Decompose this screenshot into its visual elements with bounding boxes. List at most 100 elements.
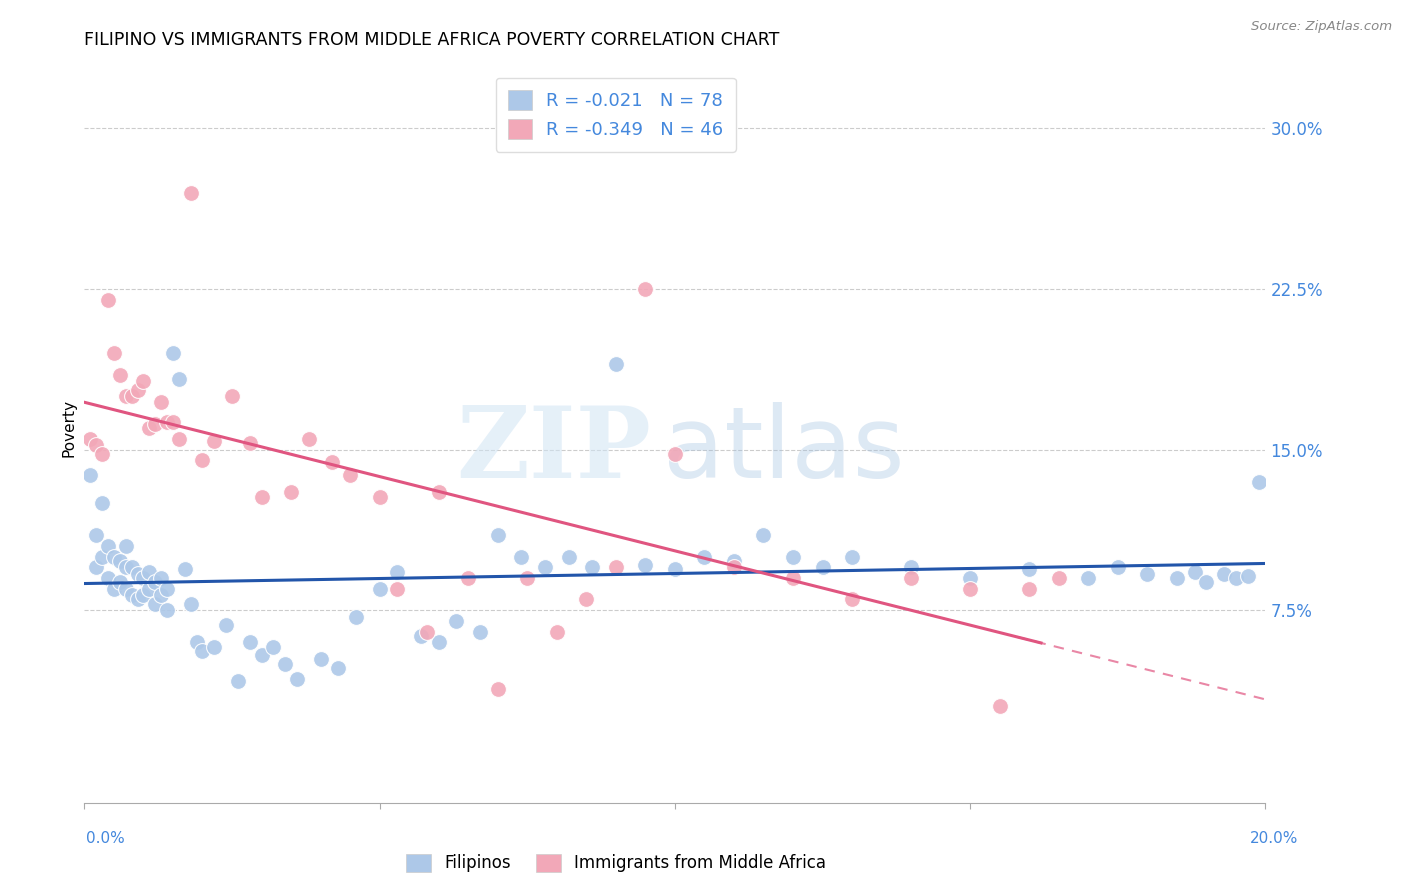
Point [156,415,179,429]
Point [546,624,568,639]
Point [173,562,195,576]
Point [91,496,114,510]
Point [1236,569,1258,583]
Point [91,447,114,461]
Point [605,357,627,371]
Text: atlas: atlas [664,402,904,500]
Point [634,282,657,296]
Point [280,485,302,500]
Point [127,383,149,397]
Text: 20.0%: 20.0% [1250,831,1298,846]
Point [752,528,775,542]
Point [150,395,173,409]
Point [1213,566,1236,581]
Point [138,565,160,579]
Point [1018,582,1040,596]
Point [156,603,179,617]
Point [202,640,225,654]
Point [298,432,321,446]
Text: Source: ZipAtlas.com: Source: ZipAtlas.com [1251,20,1392,33]
Point [468,624,491,639]
Point [446,614,468,628]
Point [127,592,149,607]
Point [1047,571,1070,585]
Point [262,640,284,654]
Point [103,549,125,564]
Point [1107,560,1129,574]
Point [121,588,143,602]
Point [575,592,598,607]
Point [409,629,432,643]
Point [114,389,136,403]
Point [138,582,160,596]
Point [664,562,686,576]
Point [167,432,190,446]
Point [221,389,243,403]
Point [486,682,509,697]
Point [605,560,627,574]
Point [959,582,981,596]
Point [344,609,367,624]
Point [121,560,143,574]
Point [1136,566,1159,581]
Point [557,549,579,564]
Point [1018,562,1040,576]
Point [516,571,538,585]
Point [108,575,131,590]
Point [664,447,686,461]
Point [534,560,557,574]
Point [103,582,125,596]
Text: 0.0%: 0.0% [86,831,125,846]
Point [457,571,479,585]
Point [167,372,190,386]
Point [1166,571,1188,585]
Point [723,554,745,568]
Point [138,421,160,435]
Point [1225,571,1247,585]
Point [143,575,166,590]
Point [841,592,863,607]
Point [143,597,166,611]
Point [1195,575,1218,590]
Point [91,549,114,564]
Point [634,558,657,573]
Point [841,549,863,564]
Point [156,582,179,596]
Point [186,635,208,649]
Point [368,490,391,504]
Point [180,186,202,200]
Point [180,597,202,611]
Point [510,549,533,564]
Point [427,635,450,649]
Point [339,468,361,483]
Point [1077,571,1099,585]
Point [387,582,409,596]
Point [486,528,509,542]
Legend: Filipinos, Immigrants from Middle Africa: Filipinos, Immigrants from Middle Africa [398,846,834,880]
Point [250,648,273,662]
Y-axis label: Poverty: Poverty [60,399,76,458]
Point [84,438,107,452]
Point [693,549,716,564]
Point [121,389,143,403]
Point [97,293,120,307]
Point [132,374,155,388]
Point [150,588,173,602]
Point [191,453,214,467]
Point [114,582,136,596]
Point [988,699,1011,714]
Point [387,565,409,579]
Point [132,571,155,585]
Point [162,346,184,360]
Point [79,432,101,446]
Point [782,571,804,585]
Point [103,346,125,360]
Point [959,571,981,585]
Point [368,582,391,596]
Point [150,571,173,585]
Point [132,588,155,602]
Point [114,560,136,574]
Point [84,560,107,574]
Point [108,368,131,382]
Point [900,571,922,585]
